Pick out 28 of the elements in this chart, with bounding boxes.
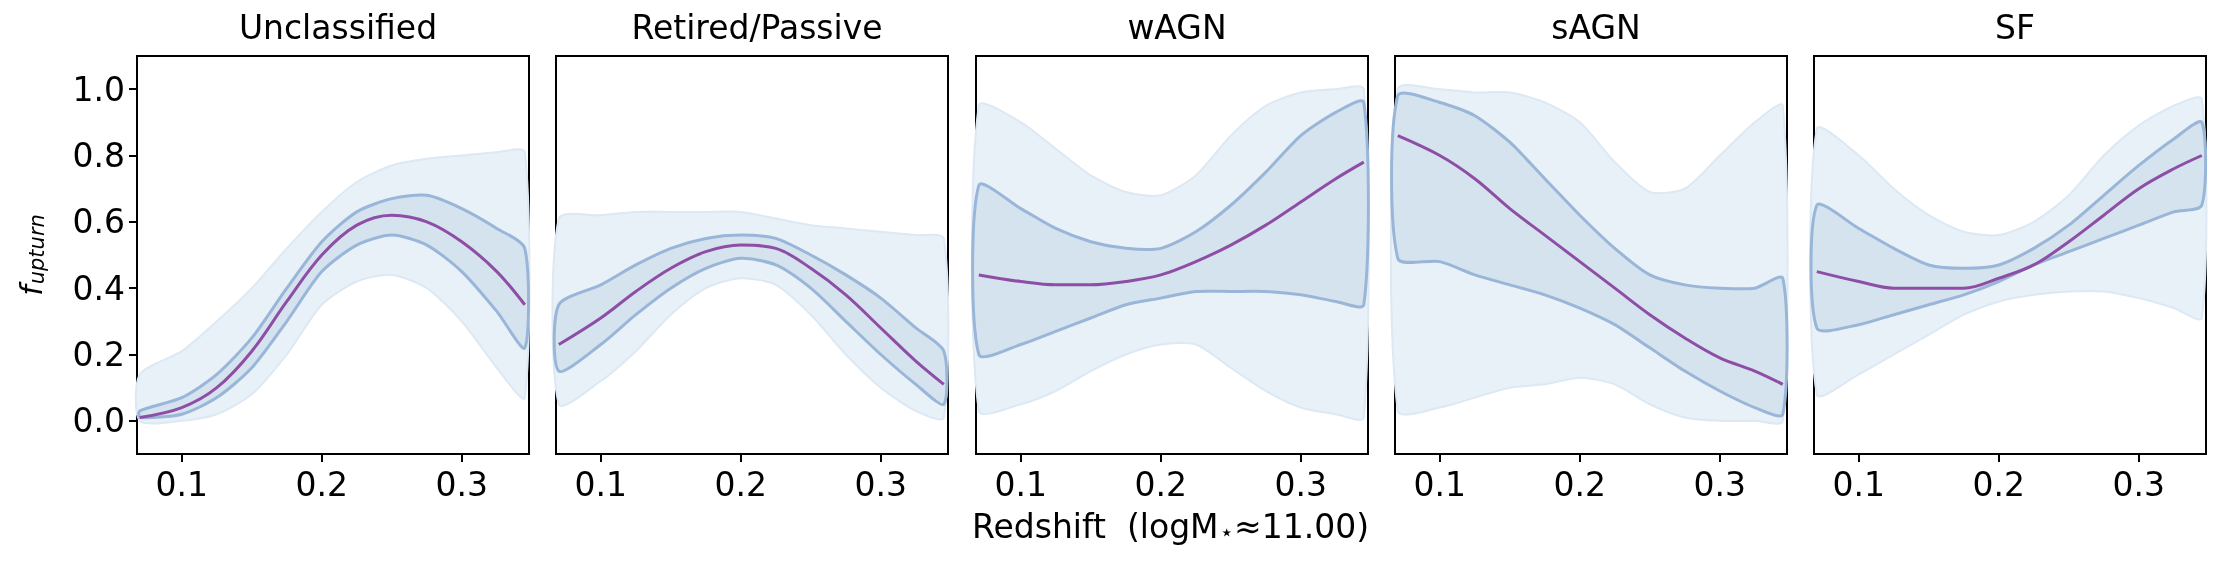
chart-title: sAGN [1551, 8, 1641, 47]
x-tick-label: 0.2 [1553, 465, 1607, 504]
y-axis-title: fupturn [13, 214, 49, 296]
chart-title: Retired/Passive [631, 8, 883, 47]
x-tick-label: 0.2 [1134, 465, 1188, 504]
x-tick-label: 0.2 [1972, 465, 2026, 504]
x-tick-label: 0.1 [155, 465, 209, 504]
y-tick-label: 0.8 [72, 136, 125, 175]
chart-title: SF [1995, 8, 2035, 47]
x-tick-label: 0.3 [1274, 465, 1328, 504]
x-axis-title: Redshift (logM⋆≈11.00) [972, 507, 1370, 546]
y-tick-label: 0.0 [72, 401, 125, 441]
x-tick-label: 0.3 [2112, 465, 2166, 504]
x-tick-label: 0.1 [1413, 465, 1467, 504]
y-tick-label: 0.6 [72, 202, 125, 242]
x-tick-label: 0.3 [435, 465, 489, 504]
chart-title: Unclassified [238, 8, 438, 47]
x-tick-label: 0.1 [1832, 465, 1886, 504]
x-tick-label: 0.3 [854, 465, 908, 504]
x-tick-label: 0.1 [574, 465, 628, 504]
x-tick-label: 0.2 [295, 465, 349, 504]
x-tick-label: 0.2 [714, 465, 768, 504]
y-tick-label: 0.4 [72, 268, 125, 308]
y-tick-label: 1.0 [72, 69, 125, 109]
x-tick-label: 0.1 [994, 465, 1048, 504]
chart-title: wAGN [1127, 8, 1227, 47]
x-tick-label: 0.3 [1693, 465, 1747, 504]
y-tick-label: 0.2 [72, 335, 125, 374]
